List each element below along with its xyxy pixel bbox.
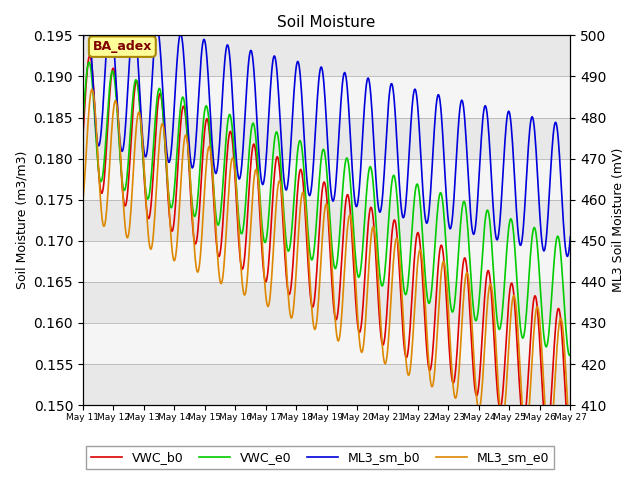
ML3_sm_b0: [404, 165, 412, 171]
ML3_sm_e0: [545, 441, 553, 447]
VWC_b0: [566, 444, 574, 449]
VWC_e0: [227, 112, 234, 118]
ML3_sm_b0: [251, 76, 259, 82]
ML3_sm_b0: [563, 253, 571, 259]
ML3_sm_e0: [269, 255, 276, 261]
ML3_sm_e0: [404, 372, 412, 378]
Bar: [83, 241, 570, 282]
ML3_sm_b0: [566, 234, 574, 240]
ML3_sm_e0: [227, 167, 234, 173]
ML3_sm_b0: [79, 42, 87, 48]
Text: BA_adex: BA_adex: [93, 40, 152, 53]
VWC_e0: [251, 124, 259, 130]
VWC_e0: [79, 120, 87, 126]
VWC_e0: [137, 119, 145, 125]
VWC_b0: [137, 114, 145, 120]
ML3_sm_b0: [269, 58, 276, 63]
Bar: [83, 76, 570, 118]
ML3_sm_e0: [566, 441, 574, 446]
ML3_sm_b0: [83, 9, 90, 14]
ML3_sm_e0: [88, 86, 95, 92]
ML3_sm_b0: [227, 61, 234, 67]
Bar: [83, 364, 570, 405]
VWC_b0: [86, 53, 93, 59]
VWC_e0: [566, 352, 574, 358]
VWC_b0: [404, 347, 412, 352]
Bar: [83, 158, 570, 200]
VWC_e0: [85, 60, 93, 65]
Legend: VWC_b0, VWC_e0, ML3_sm_b0, ML3_sm_e0: VWC_b0, VWC_e0, ML3_sm_b0, ML3_sm_e0: [86, 446, 554, 469]
VWC_b0: [251, 142, 259, 148]
ML3_sm_e0: [79, 199, 87, 205]
ML3_sm_b0: [137, 107, 145, 112]
VWC_e0: [377, 280, 385, 286]
VWC_e0: [404, 277, 412, 283]
ML3_sm_e0: [137, 117, 145, 123]
VWC_b0: [79, 134, 87, 140]
Y-axis label: Soil Moisture (m3/m3): Soil Moisture (m3/m3): [15, 151, 28, 289]
VWC_b0: [377, 333, 385, 339]
Line: ML3_sm_b0: ML3_sm_b0: [83, 12, 570, 256]
VWC_e0: [269, 154, 276, 159]
Bar: [83, 200, 570, 241]
Bar: [83, 36, 570, 76]
Bar: [83, 282, 570, 323]
ML3_sm_e0: [377, 323, 385, 329]
Bar: [83, 323, 570, 364]
VWC_e0: [566, 353, 573, 359]
Title: Soil Moisture: Soil Moisture: [277, 15, 376, 30]
VWC_b0: [269, 192, 276, 198]
Bar: [83, 118, 570, 158]
Line: ML3_sm_e0: ML3_sm_e0: [83, 89, 570, 444]
ML3_sm_e0: [251, 172, 259, 178]
ML3_sm_b0: [377, 207, 385, 213]
Line: VWC_b0: VWC_b0: [83, 56, 570, 446]
VWC_b0: [227, 129, 234, 134]
Y-axis label: ML3 Soil Moisture (mV): ML3 Soil Moisture (mV): [612, 148, 625, 292]
Line: VWC_e0: VWC_e0: [83, 62, 570, 356]
